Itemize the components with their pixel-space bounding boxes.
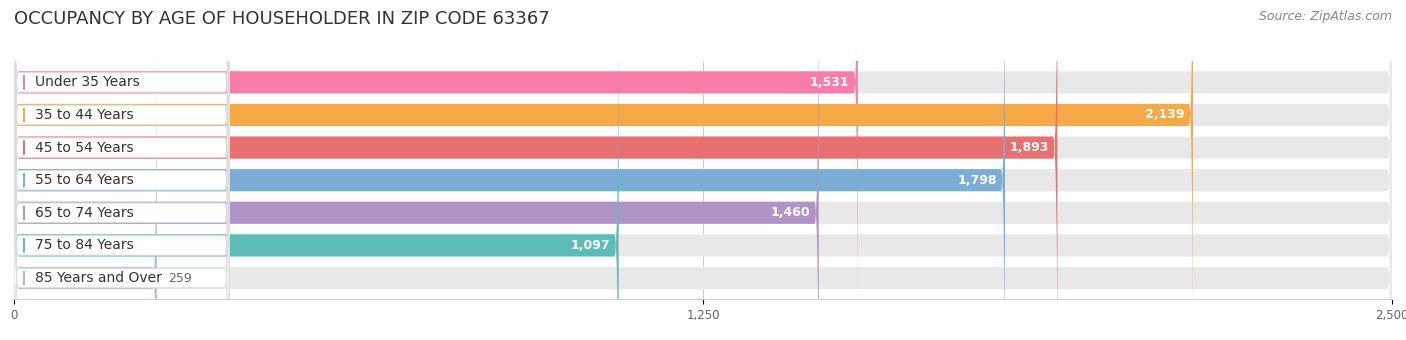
Text: 1,531: 1,531 [810, 76, 849, 89]
FancyBboxPatch shape [14, 0, 229, 340]
FancyBboxPatch shape [14, 59, 229, 340]
Text: 1,460: 1,460 [770, 206, 810, 219]
Text: Source: ZipAtlas.com: Source: ZipAtlas.com [1258, 10, 1392, 23]
FancyBboxPatch shape [14, 0, 619, 340]
FancyBboxPatch shape [14, 0, 229, 340]
FancyBboxPatch shape [14, 0, 229, 301]
Text: 45 to 54 Years: 45 to 54 Years [35, 141, 134, 155]
FancyBboxPatch shape [14, 0, 1392, 340]
FancyBboxPatch shape [14, 0, 858, 332]
Text: 2,139: 2,139 [1146, 108, 1185, 121]
Text: 55 to 64 Years: 55 to 64 Years [35, 173, 134, 187]
FancyBboxPatch shape [14, 0, 818, 340]
FancyBboxPatch shape [14, 0, 1057, 340]
Text: 65 to 74 Years: 65 to 74 Years [35, 206, 134, 220]
FancyBboxPatch shape [14, 27, 229, 340]
Text: Under 35 Years: Under 35 Years [35, 75, 139, 89]
FancyBboxPatch shape [14, 0, 229, 340]
Text: 259: 259 [167, 272, 191, 285]
Text: 85 Years and Over: 85 Years and Over [35, 271, 162, 285]
FancyBboxPatch shape [14, 0, 1392, 340]
FancyBboxPatch shape [14, 28, 157, 340]
FancyBboxPatch shape [14, 0, 1392, 340]
Text: 75 to 84 Years: 75 to 84 Years [35, 238, 134, 252]
FancyBboxPatch shape [14, 0, 1005, 340]
Text: 1,097: 1,097 [571, 239, 610, 252]
FancyBboxPatch shape [14, 0, 229, 334]
Text: OCCUPANCY BY AGE OF HOUSEHOLDER IN ZIP CODE 63367: OCCUPANCY BY AGE OF HOUSEHOLDER IN ZIP C… [14, 10, 550, 28]
FancyBboxPatch shape [14, 0, 1392, 340]
FancyBboxPatch shape [14, 0, 1392, 332]
FancyBboxPatch shape [14, 28, 1392, 340]
Text: 1,893: 1,893 [1010, 141, 1049, 154]
FancyBboxPatch shape [14, 0, 1192, 340]
Text: 35 to 44 Years: 35 to 44 Years [35, 108, 134, 122]
FancyBboxPatch shape [14, 0, 1392, 340]
Text: 1,798: 1,798 [957, 174, 997, 187]
